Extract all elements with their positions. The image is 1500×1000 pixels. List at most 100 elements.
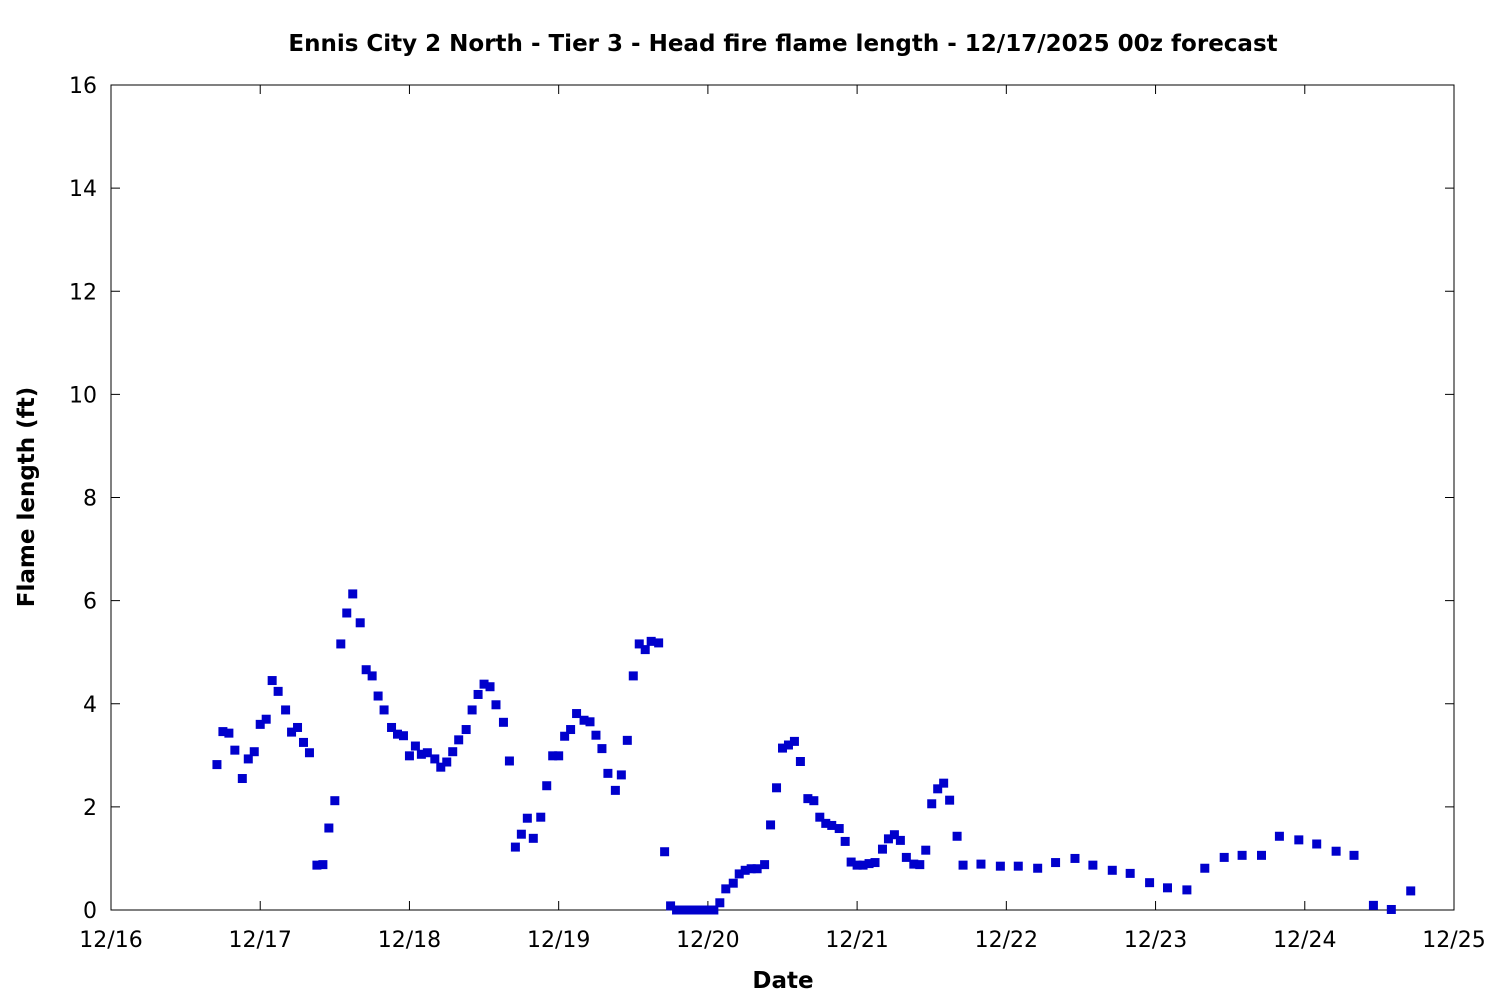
data-point	[348, 589, 358, 599]
data-point	[915, 860, 925, 870]
x-tick-label: 12/17	[229, 928, 292, 953]
data-point	[803, 794, 813, 804]
data-points	[212, 589, 1416, 915]
data-point	[752, 864, 762, 874]
y-tick-label: 0	[83, 899, 97, 924]
data-point	[542, 781, 552, 791]
data-point	[1257, 850, 1267, 860]
data-point	[760, 860, 770, 870]
data-point	[436, 762, 446, 772]
y-tick-label: 6	[83, 590, 97, 615]
data-point	[430, 754, 440, 764]
data-point	[536, 812, 546, 822]
x-tick-label: 12/24	[1273, 928, 1336, 953]
data-point	[416, 749, 426, 759]
data-point	[267, 676, 277, 686]
data-point	[1070, 853, 1080, 863]
data-point	[422, 748, 432, 758]
data-point	[740, 865, 750, 875]
data-point	[852, 860, 862, 870]
data-point	[927, 799, 937, 809]
data-point	[273, 686, 283, 696]
data-point	[1349, 850, 1359, 860]
y-tick-label: 10	[69, 383, 97, 408]
data-point	[952, 831, 962, 841]
data-point	[336, 639, 346, 649]
data-point	[1331, 846, 1341, 856]
data-point	[212, 760, 222, 770]
data-point	[640, 645, 650, 655]
data-point	[809, 796, 819, 806]
data-point	[367, 671, 377, 681]
data-point	[870, 858, 880, 868]
data-point	[728, 878, 738, 888]
data-point	[1219, 852, 1229, 862]
data-point	[827, 820, 837, 830]
data-point	[995, 861, 1005, 871]
data-point	[709, 905, 719, 915]
data-point	[522, 813, 532, 823]
data-point	[691, 905, 701, 915]
data-point	[858, 860, 868, 870]
data-point	[410, 741, 420, 751]
data-point	[660, 847, 670, 857]
data-point	[685, 905, 695, 915]
data-point	[672, 905, 682, 915]
data-point	[293, 722, 303, 732]
data-point	[342, 608, 352, 618]
data-point	[1368, 900, 1378, 910]
data-point	[877, 844, 887, 854]
data-point	[510, 842, 520, 852]
y-axis-label: Flame length (ft)	[14, 387, 40, 607]
data-point	[504, 756, 514, 766]
data-point	[945, 795, 955, 805]
data-point	[976, 859, 986, 869]
data-point	[834, 824, 844, 834]
axis-ticks	[110, 84, 1455, 911]
data-point	[298, 737, 308, 747]
data-point	[355, 618, 365, 628]
data-point	[1051, 858, 1061, 868]
data-point	[579, 715, 589, 725]
data-point	[454, 735, 464, 745]
data-point	[1088, 860, 1098, 870]
y-tick-label: 14	[69, 177, 97, 202]
data-point	[312, 860, 322, 870]
data-point	[921, 845, 931, 855]
data-point	[387, 722, 397, 732]
data-point	[889, 830, 899, 840]
data-point	[1125, 868, 1135, 878]
data-point	[230, 745, 240, 755]
data-point	[846, 857, 856, 867]
data-point	[585, 717, 595, 727]
data-point	[1274, 831, 1284, 841]
data-point	[566, 725, 576, 735]
data-point	[1312, 839, 1322, 849]
data-point	[572, 709, 582, 719]
data-point	[933, 784, 943, 794]
data-point	[255, 719, 265, 729]
data-point	[895, 835, 905, 845]
y-tick-label: 16	[69, 74, 97, 99]
data-point	[473, 689, 483, 699]
data-point	[603, 768, 613, 778]
data-point	[404, 751, 414, 761]
data-point	[654, 638, 664, 648]
data-point	[243, 754, 253, 764]
data-point	[734, 869, 744, 879]
data-point	[379, 705, 389, 715]
data-point	[516, 829, 526, 839]
data-point	[249, 747, 259, 757]
data-point	[772, 783, 782, 793]
data-point	[479, 679, 489, 689]
data-point	[330, 796, 340, 806]
data-point	[373, 691, 383, 701]
data-point	[909, 859, 919, 869]
data-point	[1107, 865, 1117, 875]
data-point	[318, 860, 328, 870]
data-point	[783, 740, 793, 750]
data-point	[1162, 883, 1172, 893]
x-tick-label: 12/16	[79, 928, 142, 953]
data-point	[261, 714, 271, 724]
data-point	[1406, 886, 1416, 896]
